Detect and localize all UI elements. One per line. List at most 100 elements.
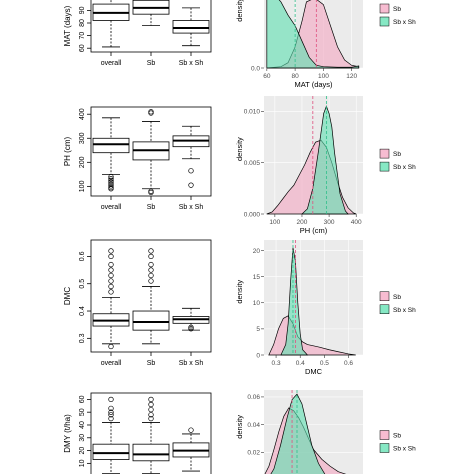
x-tick-label: 300: [324, 219, 335, 226]
legend-key-sb-x-sh: [379, 304, 390, 314]
density-curve-sb-x-sh: [266, 0, 360, 69]
y-axis-label: density: [235, 415, 244, 439]
x-axis-label: PH (cm): [300, 226, 328, 235]
iqr-box: [92, 137, 130, 154]
y-tick-label: 0.6: [79, 251, 86, 261]
iqr-box: [92, 443, 130, 460]
x-tick-label: 100: [318, 73, 329, 80]
x-tick-label: 0.4: [296, 360, 305, 367]
density-plot-1: 0.000 0.005 0.010 100 200 300 400 PH (cm) densit…: [235, 96, 416, 235]
x-tick-label: Sb x Sh: [179, 204, 204, 211]
outlier-point: [108, 272, 114, 279]
outlier-point: [148, 189, 154, 196]
outlier-point: [188, 324, 194, 331]
outlier-point: [108, 176, 114, 182]
y-tick-label: 50: [79, 408, 86, 416]
legend-key-sb: [379, 3, 390, 14]
y-tick-label: 0.5: [79, 279, 86, 289]
boxplot-0: 60 70 80 90 MAT (days) overall Sb Sb x Sh: [63, 0, 212, 67]
y-tick-label: 0.04: [247, 422, 260, 429]
y-tick-label: 0.010: [244, 109, 261, 116]
legend-label: Sb: [393, 6, 401, 13]
outlier-point: [148, 261, 154, 268]
y-tick-label: 30: [79, 434, 86, 442]
legend-key-sb: [379, 291, 390, 301]
y-axis-label: MAT (days): [63, 5, 72, 46]
outlier-point: [108, 179, 114, 185]
y-axis-label: PH (cm): [63, 137, 72, 167]
y-tick-label: 200: [79, 156, 86, 168]
outlier-point: [108, 343, 114, 350]
outlier-point: [188, 182, 194, 188]
outlier-point: [108, 412, 114, 418]
y-tick-label: 90: [79, 6, 86, 14]
outlier-point: [108, 261, 114, 268]
x-tick-label: 60: [263, 73, 271, 80]
legend-key-sb-x-sh: [379, 161, 390, 172]
boxplot-3: 10 20 30 40 50 60 DMY (t/ha): [63, 392, 212, 474]
x-tick-label: Sb: [147, 60, 156, 67]
legend-label: Sb: [393, 151, 401, 158]
y-axis-label: DMC: [63, 287, 72, 305]
x-tick-label: 100: [269, 219, 280, 226]
outlier-point: [148, 278, 154, 284]
outlier-point: [148, 396, 154, 403]
outlier-point: [148, 406, 154, 413]
outlier-point: [148, 415, 154, 422]
x-tick-label: 200: [297, 219, 308, 226]
y-tick-label: 80: [79, 19, 86, 27]
y-tick-label: 0.005: [244, 160, 261, 167]
legend-key-sb-x-sh: [379, 443, 390, 453]
y-tick-label: 10: [253, 300, 261, 307]
y-axis-label: density: [235, 137, 244, 161]
x-tick-label: 0.3: [272, 360, 281, 367]
x-tick-label: overall: [101, 360, 122, 367]
outlier-point: [148, 110, 154, 116]
y-tick-label: 60: [79, 395, 86, 403]
legend-label: Sb x Sh: [393, 446, 416, 453]
iqr-box: [172, 20, 210, 34]
outlier-point: [148, 267, 154, 273]
y-axis-label: DMY (t/ha): [63, 414, 72, 453]
legend-label: Sb x Sh: [393, 164, 416, 171]
legend-label: Sb x Sh: [393, 307, 416, 314]
outlier-point: [108, 248, 114, 254]
outlier-point: [108, 405, 114, 412]
y-tick-label: 10: [79, 459, 86, 467]
legend-label: Sb: [393, 294, 401, 301]
outlier-point: [108, 396, 114, 403]
x-tick-label: 0.5: [320, 360, 329, 367]
outlier-point: [108, 183, 114, 189]
y-tick-label: 20: [253, 248, 261, 255]
outlier-point: [108, 177, 114, 184]
x-tick-label: Sb: [147, 204, 156, 211]
x-tick-label: 120: [346, 73, 357, 80]
x-tick-label: Sb x Sh: [179, 60, 204, 67]
density-plot-2: 0 5 10 15 20 0.3 0.4 0.5 0.6 DMC density Sb Sb x Sh: [235, 240, 416, 376]
y-tick-label: 100: [79, 180, 86, 192]
y-tick-label: 40: [79, 421, 86, 429]
y-tick-label: 70: [79, 32, 86, 40]
outlier-point: [188, 427, 194, 433]
iqr-box: [132, 310, 170, 331]
outlier-point: [108, 174, 114, 180]
outlier-point: [108, 186, 114, 192]
outlier-point: [108, 409, 114, 415]
outlier-point: [108, 267, 114, 273]
y-tick-label: 0.4: [79, 306, 86, 316]
outlier-point: [148, 412, 154, 418]
y-tick-label: 0.06: [247, 394, 260, 401]
legend-key-sb: [379, 430, 390, 440]
y-tick-label: 5: [256, 326, 260, 333]
x-tick-label: Sb: [147, 360, 156, 367]
legend-label: Sb: [393, 433, 401, 440]
outlier-point: [108, 289, 114, 295]
outlier-point: [148, 248, 154, 254]
outlier-point: [108, 253, 114, 260]
iqr-box: [132, 443, 170, 462]
outlier-point: [148, 253, 154, 260]
y-axis-label: density: [235, 280, 244, 304]
x-tick-label: overall: [101, 60, 122, 67]
y-tick-label: 0.000: [244, 211, 261, 218]
